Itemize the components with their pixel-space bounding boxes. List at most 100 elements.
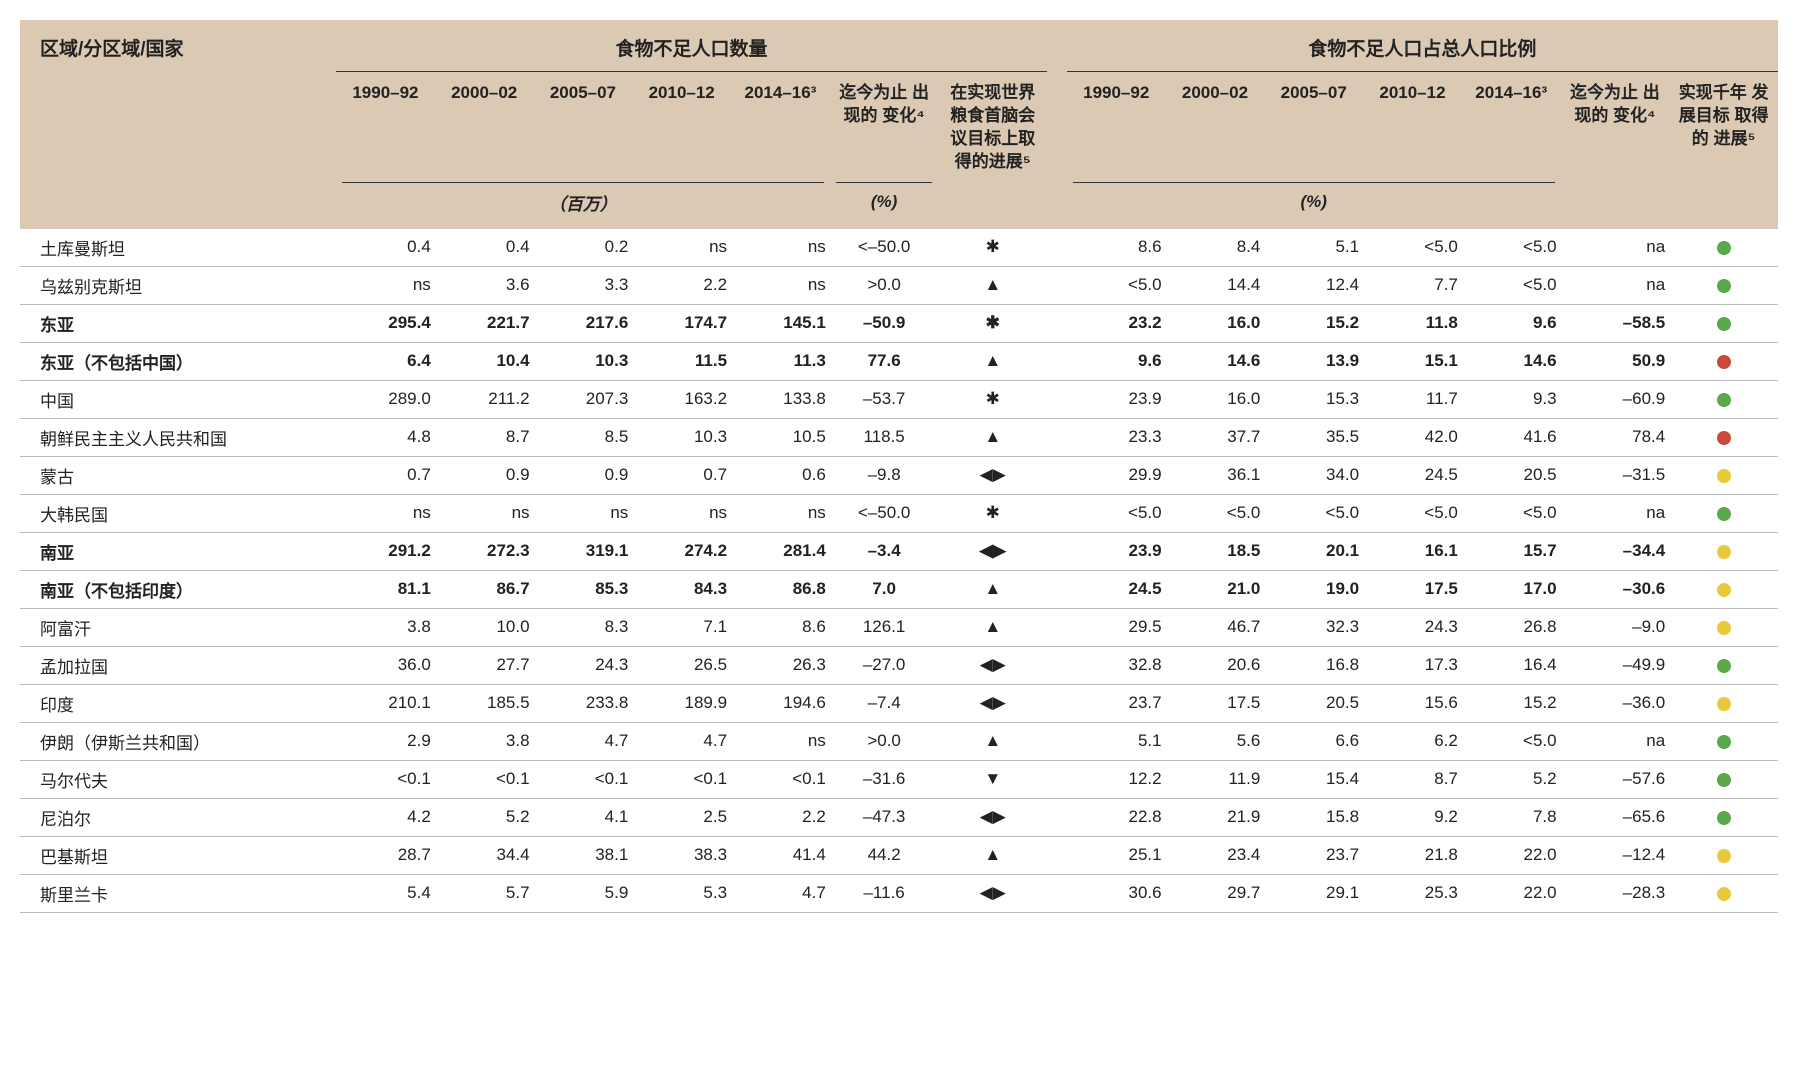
cell-change: 50.9 <box>1561 342 1670 380</box>
cell-number: 24.3 <box>534 646 633 684</box>
cell-number: 291.2 <box>336 532 435 570</box>
cell-change: –47.3 <box>830 798 939 836</box>
cell-region: 大韩民国 <box>20 494 336 532</box>
cell-number: <0.1 <box>435 760 534 798</box>
cell-gap <box>1047 684 1067 722</box>
cell-prevalence: 6.6 <box>1264 722 1363 760</box>
cell-number: 41.4 <box>731 836 830 874</box>
cell-number: 5.4 <box>336 874 435 912</box>
cell-prevalence: 15.2 <box>1264 304 1363 342</box>
cell-change: –30.6 <box>1561 570 1670 608</box>
cell-prevalence: <5.0 <box>1363 494 1462 532</box>
cell-prevalence: 8.7 <box>1363 760 1462 798</box>
cell-prevalence: 8.6 <box>1067 229 1166 267</box>
cell-prevalence: 22.0 <box>1462 836 1561 874</box>
cell-change: 118.5 <box>830 418 939 456</box>
cell-prevalence: 13.9 <box>1264 342 1363 380</box>
cell-change: –65.6 <box>1561 798 1670 836</box>
cell-prevalence: 8.4 <box>1166 229 1265 267</box>
cell-number: 2.9 <box>336 722 435 760</box>
cell-prevalence: 21.8 <box>1363 836 1462 874</box>
cell-prevalence: 19.0 <box>1264 570 1363 608</box>
cell-number: 0.7 <box>632 456 731 494</box>
cell-number: 174.7 <box>632 304 731 342</box>
header-mdg-progress: 实现千年 发展目标 取得的 进展⁵ <box>1669 72 1778 184</box>
table-row: 南亚（不包括印度）81.186.785.384.386.87.0▲24.521.… <box>20 570 1778 608</box>
cell-change: <–50.0 <box>830 229 939 267</box>
cell-region: 马尔代夫 <box>20 760 336 798</box>
cell-prevalence: 22.0 <box>1462 874 1561 912</box>
cell-change: –53.7 <box>830 380 939 418</box>
cell-change: –34.4 <box>1561 532 1670 570</box>
cell-number: 211.2 <box>435 380 534 418</box>
cell-number: 26.5 <box>632 646 731 684</box>
header-group-number: 食物不足人口数量 <box>336 20 1047 72</box>
status-dot-icon <box>1717 431 1731 445</box>
cell-gap <box>1047 798 1067 836</box>
table-row: 斯里兰卡5.45.75.95.34.7–11.6◀▶30.629.729.125… <box>20 874 1778 912</box>
cell-number: 185.5 <box>435 684 534 722</box>
table-row: 大韩民国nsnsnsnsns<–50.0✱<5.0<5.0<5.0<5.0<5.… <box>20 494 1778 532</box>
cell-number: 233.8 <box>534 684 633 722</box>
status-dot-icon <box>1717 621 1731 635</box>
cell-change: –60.9 <box>1561 380 1670 418</box>
cell-number: 38.3 <box>632 836 731 874</box>
cell-prevalence: 30.6 <box>1067 874 1166 912</box>
cell-prevalence: 25.1 <box>1067 836 1166 874</box>
cell-number: 10.4 <box>435 342 534 380</box>
cell-number: 289.0 <box>336 380 435 418</box>
cell-gap <box>1047 229 1067 267</box>
cell-prevalence: 18.5 <box>1166 532 1265 570</box>
table-row: 东亚295.4221.7217.6174.7145.1–50.9✱23.216.… <box>20 304 1778 342</box>
cell-number: 210.1 <box>336 684 435 722</box>
cell-prevalence: 16.4 <box>1462 646 1561 684</box>
cell-number: 189.9 <box>632 684 731 722</box>
cell-wfs-progress: ✱ <box>938 494 1047 532</box>
cell-prevalence: 24.5 <box>1067 570 1166 608</box>
header-period: 2010–12 <box>632 72 731 184</box>
cell-prevalence: 23.3 <box>1067 418 1166 456</box>
header-period: 2010–12 <box>1363 72 1462 184</box>
cell-gap <box>1047 608 1067 646</box>
cell-gap <box>1047 304 1067 342</box>
cell-change: –31.5 <box>1561 456 1670 494</box>
status-dot-icon <box>1717 317 1731 331</box>
cell-wfs-progress: ✱ <box>938 304 1047 342</box>
cell-number: 3.6 <box>435 266 534 304</box>
cell-region: 蒙古 <box>20 456 336 494</box>
cell-prevalence: 29.7 <box>1166 874 1265 912</box>
cell-prevalence: 5.1 <box>1067 722 1166 760</box>
header-unit-pct: (%) <box>1067 184 1561 229</box>
cell-prevalence: 7.8 <box>1462 798 1561 836</box>
cell-number: 2.2 <box>632 266 731 304</box>
cell-prevalence: 32.8 <box>1067 646 1166 684</box>
status-dot-icon <box>1717 773 1731 787</box>
header-gap <box>1047 72 1067 184</box>
cell-gap <box>1047 380 1067 418</box>
cell-number: 8.6 <box>731 608 830 646</box>
table-row: 阿富汗3.810.08.37.18.6126.1▲29.546.732.324.… <box>20 608 1778 646</box>
cell-number: 4.1 <box>534 798 633 836</box>
cell-number: 8.3 <box>534 608 633 646</box>
cell-number: ns <box>731 722 830 760</box>
cell-prevalence: 21.9 <box>1166 798 1265 836</box>
cell-change: 44.2 <box>830 836 939 874</box>
header-change: 迄今为止 出现的 变化⁴ <box>1561 72 1670 184</box>
header-period: 2005–07 <box>534 72 633 184</box>
status-dot-icon <box>1717 811 1731 825</box>
header-unit-millions: （百万） <box>336 184 830 229</box>
cell-gap <box>1047 760 1067 798</box>
cell-prevalence: 15.3 <box>1264 380 1363 418</box>
cell-number: 0.4 <box>435 229 534 267</box>
cell-mdg-progress <box>1669 229 1778 267</box>
cell-prevalence: 20.6 <box>1166 646 1265 684</box>
cell-number: 281.4 <box>731 532 830 570</box>
cell-change: –27.0 <box>830 646 939 684</box>
cell-prevalence: 29.1 <box>1264 874 1363 912</box>
cell-number: ns <box>731 229 830 267</box>
cell-wfs-progress: ▲ <box>938 570 1047 608</box>
cell-mdg-progress <box>1669 304 1778 342</box>
cell-prevalence: 16.1 <box>1363 532 1462 570</box>
cell-number: <0.1 <box>731 760 830 798</box>
cell-number: 4.8 <box>336 418 435 456</box>
